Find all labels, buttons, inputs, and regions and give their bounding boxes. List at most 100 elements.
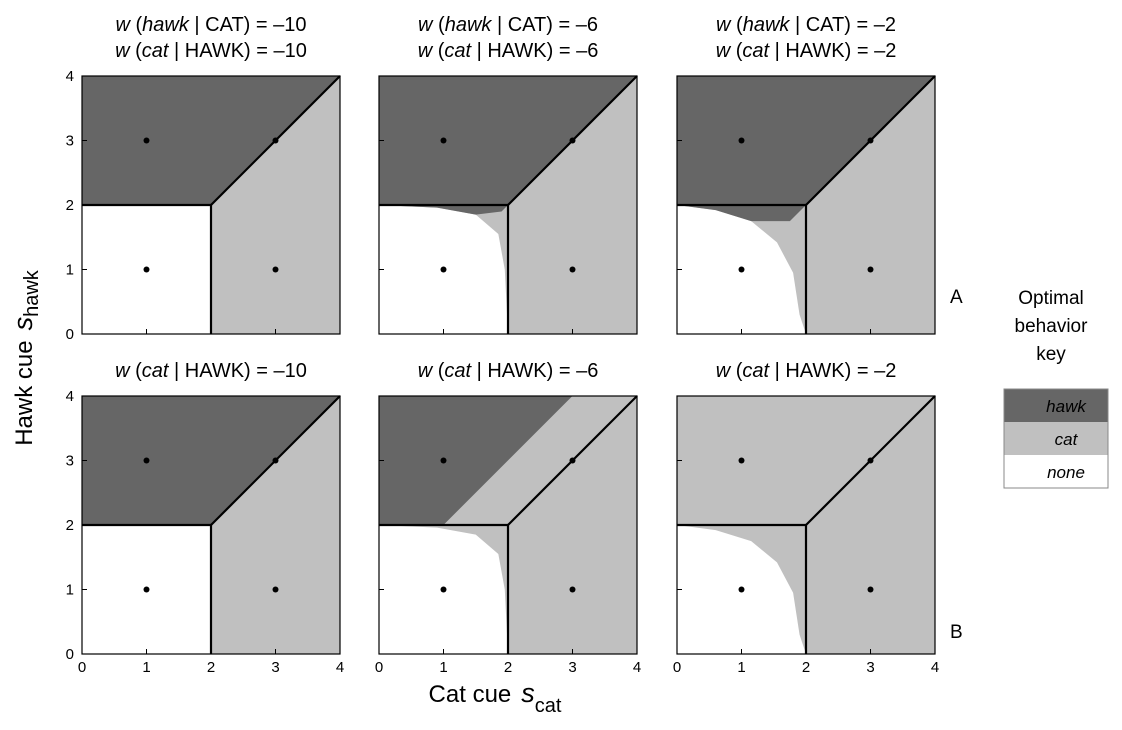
x-tick-label: 4 — [336, 659, 344, 676]
x-tick-label: 3 — [866, 659, 874, 676]
panel-title-line-1: w (hawk | CAT) = –6 — [418, 14, 598, 36]
y-axis-symbol: s — [8, 317, 38, 331]
region-hawk-corner — [677, 205, 806, 222]
data-point-4 — [272, 457, 279, 464]
y-tick-label: 0 — [66, 646, 74, 663]
panel-b-1: 0 1 2 3 4 0 1 2 3 4 w (cat | HAWK) = –10 — [66, 360, 345, 676]
y-axis-label: Hawk cue shawk — [8, 269, 43, 446]
x-tick-label: 2 — [207, 659, 215, 676]
panel-a-2: w (hawk | CAT) = –6 w (cat | HAWK) = –6 — [378, 14, 638, 335]
x-axis-subscript: cat — [535, 695, 562, 717]
data-point-3 — [440, 137, 447, 144]
panel-title-line-2: w (cat | HAWK) = –6 — [418, 40, 599, 62]
x-tick-label: 4 — [633, 659, 641, 676]
panel-b-3: 0 1 2 3 4 w (cat | HAWK) = –2 — [673, 360, 939, 676]
data-point-4 — [569, 457, 576, 464]
data-point-2 — [569, 586, 576, 593]
region-hawk-corner — [379, 205, 508, 215]
panel-b-2: 0 1 2 3 4 w (cat | HAWK) = –6 — [375, 360, 641, 676]
data-point-1 — [440, 586, 447, 593]
region-hawk — [677, 76, 935, 205]
region-cat — [443, 396, 637, 654]
data-point-1 — [738, 586, 745, 593]
region-hawk — [82, 76, 340, 205]
region-cat-corner — [677, 525, 806, 654]
x-axis-label: Cat cue scat — [429, 678, 562, 717]
legend-label-none: none — [1047, 463, 1085, 482]
data-point-2 — [569, 266, 576, 273]
region-cat — [806, 76, 935, 334]
region-hawk — [379, 396, 573, 525]
x-tick-label: 1 — [439, 659, 447, 676]
data-point-1 — [143, 586, 150, 593]
row-label-a: A — [950, 287, 963, 308]
panel-a-1: 0 1 2 3 4 w (hawk | CAT) = –10 w (cat | HAWK) … — [66, 14, 341, 343]
data-point-3 — [143, 457, 150, 464]
legend-title-line-3: key — [1036, 344, 1066, 365]
region-cat — [211, 76, 340, 334]
y-tick-label: 4 — [66, 68, 74, 85]
x-tick-label: 4 — [931, 659, 939, 676]
panel-title-line-1: w (hawk | CAT) = –10 — [115, 14, 306, 36]
x-tick-label: 0 — [375, 659, 383, 676]
data-point-4 — [272, 137, 279, 144]
y-tick-label: 0 — [66, 326, 74, 343]
data-point-4 — [867, 137, 874, 144]
data-point-1 — [143, 266, 150, 273]
x-tick-label: 2 — [802, 659, 810, 676]
y-tick-label: 1 — [66, 582, 74, 599]
data-point-4 — [569, 137, 576, 144]
region-cat — [508, 76, 637, 334]
panel-a-3: w (hawk | CAT) = –2 w (cat | HAWK) = –2 — [676, 14, 936, 335]
x-tick-label: 2 — [504, 659, 512, 676]
y-axis-subscript: hawk — [21, 269, 43, 317]
legend-label-hawk: hawk — [1046, 397, 1087, 416]
y-tick-label: 2 — [66, 197, 74, 214]
y-axis-label-text: Hawk cue — [11, 340, 38, 445]
panel-title-line-2: w (cat | HAWK) = –10 — [115, 40, 307, 62]
region-cat-corner — [379, 525, 508, 654]
legend-title-line-1: Optimal — [1018, 288, 1083, 309]
x-tick-label: 0 — [78, 659, 86, 676]
x-axis-symbol: s — [521, 678, 535, 708]
data-point-3 — [738, 457, 745, 464]
data-point-1 — [440, 266, 447, 273]
panels-container: 0 1 2 3 4 w (hawk | CAT) = –10 w (cat | HAWK) … — [66, 14, 940, 676]
y-tick-label: 3 — [66, 133, 74, 150]
region-hawk — [82, 396, 340, 525]
region-cat-corner — [677, 205, 806, 334]
data-point-3 — [143, 137, 150, 144]
legend: Optimal behavior key hawk cat none — [1003, 288, 1109, 489]
panel-title-line-2: w (cat | HAWK) = –2 — [716, 40, 897, 62]
y-tick-label: 4 — [66, 388, 74, 405]
legend-swatch-cat — [1004, 422, 1108, 455]
legend-title-line-2: behavior — [1015, 316, 1089, 337]
region-cat-corner — [379, 205, 508, 334]
data-point-1 — [738, 266, 745, 273]
data-point-4 — [867, 457, 874, 464]
x-tick-label: 3 — [568, 659, 576, 676]
x-axis-label-text: Cat cue — [429, 681, 512, 708]
data-point-2 — [867, 586, 874, 593]
panel-title-line-1: w (cat | HAWK) = –10 — [115, 360, 307, 382]
x-tick-label: 1 — [142, 659, 150, 676]
y-tick-label: 1 — [66, 262, 74, 279]
data-point-2 — [272, 586, 279, 593]
data-point-3 — [440, 457, 447, 464]
region-cat — [211, 396, 340, 654]
x-tick-label: 0 — [673, 659, 681, 676]
data-point-2 — [867, 266, 874, 273]
x-tick-label: 1 — [737, 659, 745, 676]
row-label-b: B — [950, 622, 963, 643]
legend-swatch-hawk — [1004, 389, 1108, 422]
y-tick-label: 2 — [66, 517, 74, 534]
region-hawk — [379, 76, 637, 205]
legend-label-cat: cat — [1055, 430, 1079, 449]
data-point-3 — [738, 137, 745, 144]
x-tick-label: 3 — [271, 659, 279, 676]
legend-swatch-none — [1004, 455, 1108, 488]
legend-frame — [1003, 388, 1109, 489]
panel-title-line-1: w (cat | HAWK) = –2 — [716, 360, 897, 382]
panel-title-line-1: w (hawk | CAT) = –2 — [716, 14, 896, 36]
